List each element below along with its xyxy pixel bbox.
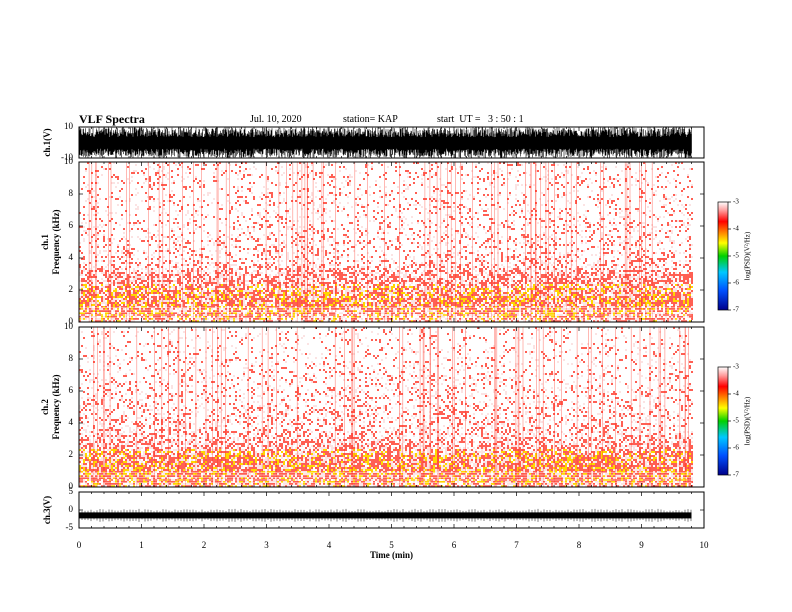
- xaxis-tick-label: 3: [264, 540, 269, 550]
- ch3-waveform-frame: [78, 491, 705, 529]
- ch2-sferic-streaks: [93, 327, 689, 487]
- xaxis-tick-label: 2: [202, 540, 207, 550]
- ch2-spectrogram-ytick-label: 6: [69, 385, 74, 395]
- xaxis-tick-label: 9: [639, 540, 644, 550]
- ch1-colorbar-tick-label: -5: [733, 252, 739, 260]
- ch2-spectrogram-ytick-label: 4: [69, 417, 74, 427]
- xaxis-tick-label: 1: [139, 540, 144, 550]
- ch1-waveform-ylabel: ch.1(V): [42, 128, 52, 156]
- xaxis-tick-label: 6: [452, 540, 457, 550]
- ch2-colorbar-tick-label: -3: [733, 363, 739, 371]
- figure-title: VLF Spectra: [79, 112, 145, 126]
- ch1-colorbar-bar: [717, 201, 729, 311]
- ch1-spectrogram-ytick-label: 6: [69, 220, 74, 230]
- xaxis-label: Time (min): [370, 550, 413, 560]
- ch2-spectrogram-ylabel: Frequency (kHz): [51, 374, 61, 439]
- ch2-spectrogram-ytick-label: 8: [69, 353, 74, 363]
- ch1-lf-lines: [79, 307, 692, 321]
- xaxis-tick-label: 5: [389, 540, 394, 550]
- ch1-waveform-series: [78, 127, 692, 158]
- xaxis-tick-label: 4: [327, 540, 332, 550]
- xaxis-tick-label: 8: [577, 540, 582, 550]
- ch2-colorbar-tick-label: -7: [733, 471, 739, 479]
- ch1-spectrogram-ytick-label: 8: [69, 188, 74, 198]
- ch2-spectrogram-mid: [79, 327, 693, 487]
- xaxis-tick-label: 7: [514, 540, 519, 550]
- ch1-spectrogram-ytick-label: 4: [69, 252, 74, 262]
- ch2-spectrogram-ytick-label: 10: [64, 321, 74, 331]
- ch2-colorbar-tick-label: -6: [733, 444, 739, 452]
- ch1-spectrogram-ylabel: ch.1: [40, 234, 50, 250]
- ch3-waveform-ytick-label: 5: [69, 486, 74, 496]
- ch1-colorbar-label: log(PSD)(V²/Hz): [744, 231, 752, 280]
- ch3-waveform-ytick-label: 0: [69, 504, 74, 514]
- ch1-spectrogram-mid: [79, 162, 693, 322]
- ch2-spectrogram-high: [79, 449, 693, 487]
- ch2-spectrogram-low: [79, 327, 693, 487]
- ch1-spectrogram-high: [79, 284, 693, 322]
- station-label: station= KAP: [343, 114, 398, 125]
- ch2-colorbar-label: log(PSD)(V²/Hz): [744, 396, 752, 445]
- ch1-colorbar-tick-label: -3: [733, 198, 739, 206]
- ch1-spectrogram-ytick-label: 10: [64, 156, 74, 166]
- ch2-colorbar-bar: [717, 366, 729, 476]
- ch1-waveform-ytick-label: 10: [64, 121, 74, 131]
- ch1-colorbar-tick-label: -7: [733, 306, 739, 314]
- ch1-spectrogram-ytick-label: 0: [69, 316, 74, 326]
- ch2-spectrogram-ylabel: ch.2: [40, 399, 50, 415]
- ch3-waveform-ylabel: ch.3(V): [42, 496, 52, 524]
- xaxis-tick-label: 0: [77, 540, 82, 550]
- ch2-spectrogram-ytick-label: 2: [69, 449, 74, 459]
- date-label: Jul. 10, 2020: [250, 114, 302, 125]
- ch1-colorbar-tick-label: -6: [733, 279, 739, 287]
- ch1-spectrogram-ylabel: Frequency (kHz): [51, 209, 61, 274]
- ch1-colorbar-tick-label: -4: [733, 225, 739, 233]
- ch2-colorbar-tick-label: -4: [733, 390, 739, 398]
- ch2-spectrogram-cells: [79, 327, 704, 487]
- data-layer: [78, 127, 704, 522]
- ch2-colorbar-tick-label: -5: [733, 417, 739, 425]
- ch1-waveform-ytick-label: -10: [61, 152, 73, 162]
- ch1-sferic-streaks: [88, 162, 653, 322]
- ch2-spectrogram-ytick-label: 0: [69, 481, 74, 491]
- ch3-waveform-ytick-label: -5: [66, 522, 74, 532]
- start-time-label: start UT = 3 : 50 : 1: [437, 114, 524, 125]
- xaxis-tick-label: 10: [700, 540, 710, 550]
- ch1-spectrogram-ytick-label: 2: [69, 284, 74, 294]
- ch2-lf-lines: [79, 472, 692, 486]
- ch1-spectrogram-cells: [79, 162, 704, 322]
